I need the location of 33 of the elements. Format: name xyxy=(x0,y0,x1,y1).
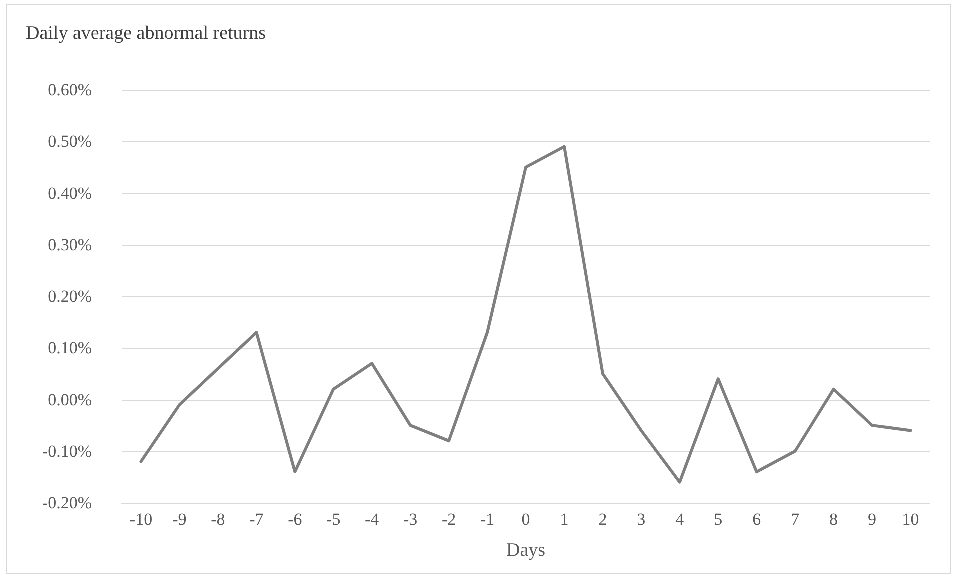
x-tick-label: 9 xyxy=(868,510,877,529)
y-tick-label: 0.30% xyxy=(48,235,92,254)
y-tick-label: -0.20% xyxy=(42,494,92,512)
x-tick-label: 6 xyxy=(752,510,762,529)
x-tick-label: 0 xyxy=(522,510,530,529)
x-tick-label: 7 xyxy=(791,510,800,529)
y-tick-label: 0.10% xyxy=(48,338,92,358)
x-tick-label: -3 xyxy=(403,510,418,529)
y-tick-label: 0.20% xyxy=(48,287,92,306)
y-tick-label: 0.60% xyxy=(48,80,92,100)
x-tick-label: 1 xyxy=(560,510,569,529)
x-tick-label: -4 xyxy=(365,510,380,529)
x-tick-label: -8 xyxy=(211,510,226,529)
x-tick-label: 5 xyxy=(714,510,723,529)
x-tick-label: -1 xyxy=(480,510,495,529)
chart-title: Daily average abnormal returns xyxy=(26,23,266,44)
y-tick-label: 0.40% xyxy=(48,184,92,203)
x-axis-title: Days xyxy=(506,540,546,561)
x-tick-label: 10 xyxy=(902,510,920,529)
x-tick-label: 8 xyxy=(830,510,838,529)
line-series xyxy=(140,145,912,484)
x-tick-label: 3 xyxy=(637,510,646,529)
x-tick-label: 2 xyxy=(598,510,608,529)
x-tick-label: -9 xyxy=(172,510,187,529)
x-tick-label: -7 xyxy=(250,510,264,529)
y-tick-label: 0.50% xyxy=(48,132,92,152)
x-tick-label: 4 xyxy=(676,510,685,529)
x-tick-label: -5 xyxy=(326,510,341,529)
x-tick-label: -2 xyxy=(442,510,456,529)
y-tick-label: -0.10% xyxy=(42,442,92,461)
x-tick-label: -6 xyxy=(288,510,302,529)
y-tick-label: 0.00% xyxy=(48,390,92,410)
x-tick-label: -10 xyxy=(130,510,153,529)
